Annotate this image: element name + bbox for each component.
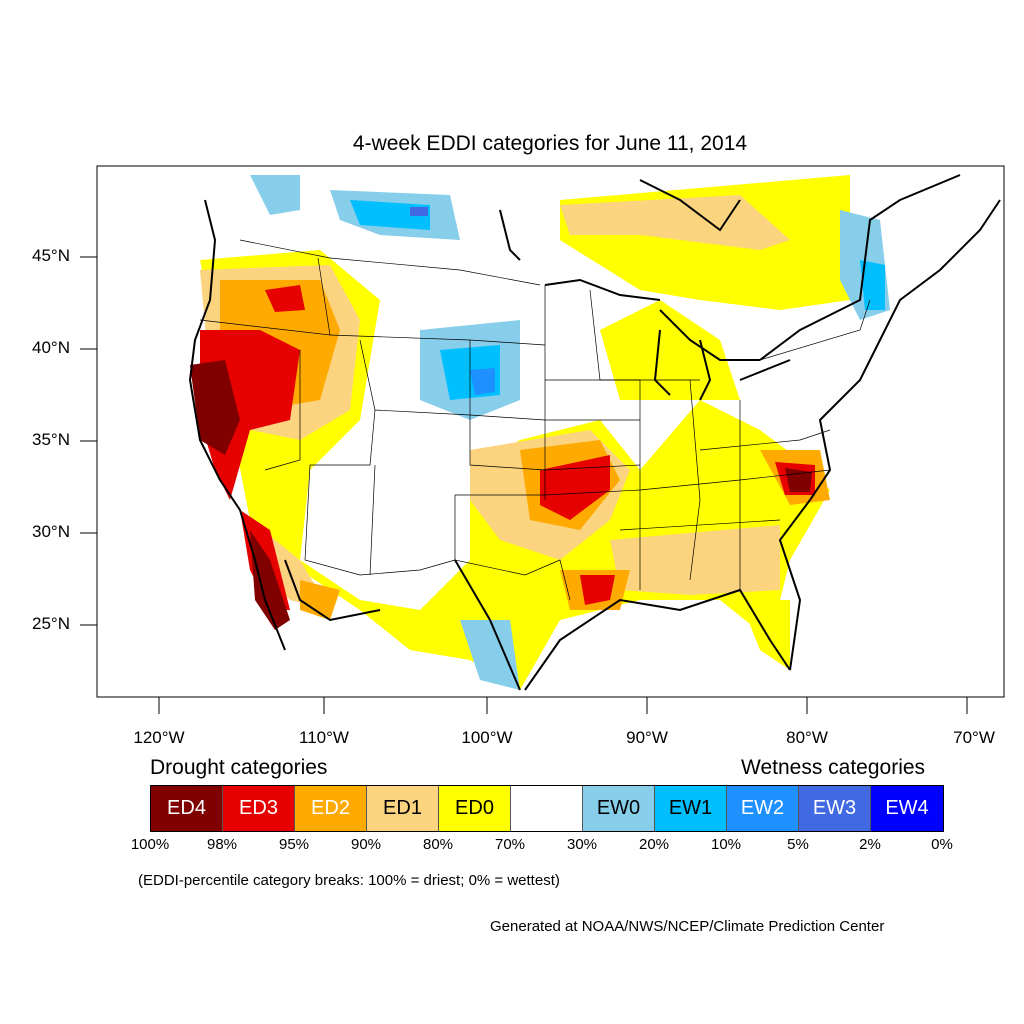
legend-swatch-neutral — [511, 786, 583, 831]
legend-swatch-ew1: EW1 — [655, 786, 727, 831]
legend-swatch-ew3: EW3 — [799, 786, 871, 831]
state-boundaries — [199, 239, 871, 601]
percent-break-label: 5% — [787, 836, 809, 853]
legend-swatch-ew2: EW2 — [727, 786, 799, 831]
eddi-category-fields — [190, 175, 890, 690]
lon-label-80w: 80°W — [786, 728, 828, 747]
legend-swatch-ed3: ED3 — [223, 786, 295, 831]
legend-swatch-ew0: EW0 — [583, 786, 655, 831]
percent-break-label: 95% — [278, 836, 310, 853]
percent-break-label: 30% — [566, 836, 598, 853]
lon-label-90w: 90°W — [626, 728, 668, 747]
percent-break-label: 80% — [422, 836, 454, 853]
lon-ticks — [158, 697, 968, 714]
percent-break-label: 0% — [931, 836, 953, 853]
map-title: 4-week EDDI categories for June 11, 2014 — [352, 132, 748, 155]
lat-label-40n: 40°N — [32, 338, 70, 357]
legend-bar: ED4 ED3 ED2 ED1 ED0 EW0 EW1 EW2 EW3 EW4 — [150, 785, 944, 832]
credit-line: Generated at NOAA/NWS/NCEP/Climate Predi… — [490, 918, 885, 935]
lon-label-100w: 100°W — [461, 728, 513, 747]
lat-label-45n: 45°N — [32, 246, 70, 265]
lon-label-110w: 110°W — [299, 728, 349, 747]
coastline — [188, 174, 1001, 691]
lat-ticks — [80, 256, 97, 626]
percent-break-label: 98% — [206, 836, 238, 853]
percent-break-label: 100% — [130, 836, 170, 853]
percent-break-label: 20% — [638, 836, 670, 853]
legend-swatch-ew4: EW4 — [871, 786, 943, 831]
drought-heading: Drought categories — [150, 756, 328, 779]
lat-label-25n: 25°N — [32, 614, 70, 633]
plot-frame — [96, 165, 1005, 698]
wetness-heading: Wetness categories — [741, 756, 926, 779]
percent-break-label: 2% — [859, 836, 881, 853]
lat-label-30n: 30°N — [32, 522, 70, 541]
lat-label-35n: 35°N — [32, 430, 70, 449]
category-note: (EDDI-percentile category breaks: 100% =… — [138, 872, 560, 889]
legend-swatch-ed2: ED2 — [295, 786, 367, 831]
percent-break-label: 10% — [710, 836, 742, 853]
legend-swatch-ed4: ED4 — [151, 786, 223, 831]
percent-break-label: 90% — [350, 836, 382, 853]
lon-label-120w: 120°W — [133, 728, 185, 747]
percent-break-label: 70% — [494, 836, 526, 853]
legend-swatch-ed0: ED0 — [439, 786, 511, 831]
legend-swatch-ed1: ED1 — [367, 786, 439, 831]
lon-label-70w: 70°W — [953, 728, 995, 747]
